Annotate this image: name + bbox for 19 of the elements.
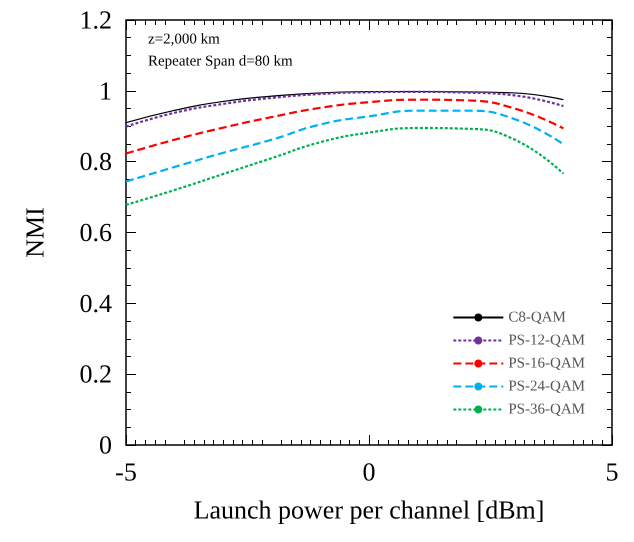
x-tick-label: 0 bbox=[362, 458, 376, 486]
y-tick-label: 1 bbox=[99, 76, 112, 106]
annotation: Repeater Span d=80 km bbox=[148, 54, 294, 70]
legend-label: PS-36-QAM bbox=[508, 402, 586, 418]
y-tick-label: 0.8 bbox=[80, 147, 112, 176]
annotation: z=2,000 km bbox=[148, 32, 220, 48]
x-tick-label: -5 bbox=[115, 458, 137, 486]
legend-label: PS-24-QAM bbox=[508, 378, 586, 394]
x-tick-label: 5 bbox=[606, 458, 618, 486]
y-tick-label: 1.2 bbox=[80, 6, 112, 34]
y-tick-label: 0.4 bbox=[80, 288, 112, 318]
legend-label: C8-QAM bbox=[508, 310, 566, 326]
x-axis-title: Launch power per channel [dBm] bbox=[194, 496, 544, 524]
legend-label: PS-12-QAM bbox=[508, 332, 586, 348]
y-tick-label: 0 bbox=[99, 430, 112, 460]
legend-label: PS-16-QAM bbox=[508, 356, 586, 372]
y-axis-title: NMI bbox=[20, 207, 50, 258]
y-tick-label: 0.2 bbox=[80, 360, 112, 389]
y-tick-label: 0.6 bbox=[80, 218, 112, 247]
